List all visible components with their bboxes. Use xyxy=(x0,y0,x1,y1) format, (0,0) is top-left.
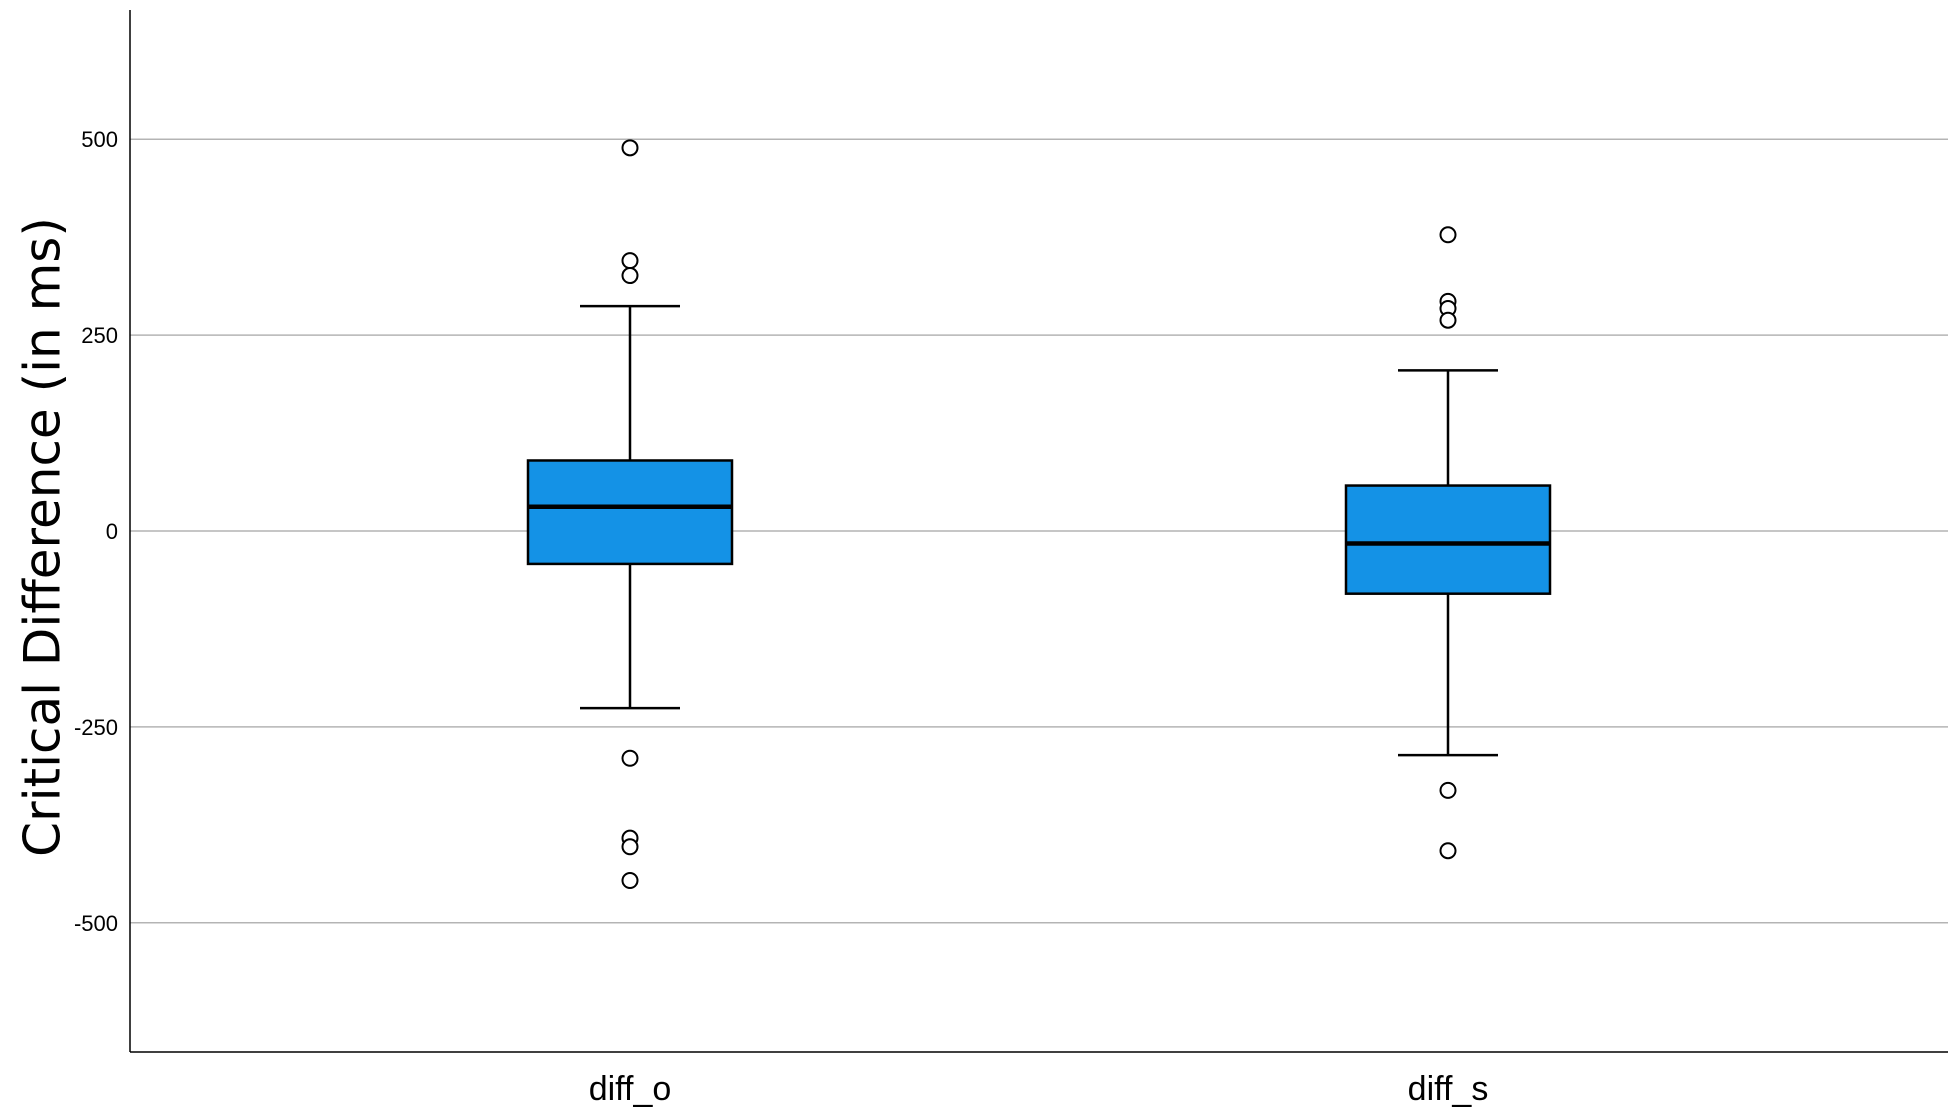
outlier-point xyxy=(621,838,639,856)
box-diff_s xyxy=(1344,226,1552,860)
y-tick-label: -500 xyxy=(74,911,118,936)
iqr-box xyxy=(526,459,734,566)
y-tick-label: -250 xyxy=(74,715,118,740)
outlier-point xyxy=(1439,311,1457,329)
box-diff_o xyxy=(526,139,734,889)
outlier-point xyxy=(621,267,639,285)
outlier-point xyxy=(621,871,639,889)
outlier-point xyxy=(1439,781,1457,799)
outlier-point xyxy=(1439,842,1457,860)
outlier-point xyxy=(621,749,639,767)
outlier-point xyxy=(1439,226,1457,244)
y-tick-label: 0 xyxy=(106,519,118,544)
y-axis-label: Critical Difference (in ms) xyxy=(14,217,72,857)
iqr-box xyxy=(1344,484,1552,595)
x-tick-labels: diff_o diff_s xyxy=(589,1070,1489,1108)
outlier-point xyxy=(621,252,639,270)
y-tick-label: 250 xyxy=(81,323,118,348)
outlier-point xyxy=(621,139,639,157)
x-tick-label: diff_s xyxy=(1408,1070,1489,1108)
y-tick-label: 500 xyxy=(81,127,118,152)
y-tick-labels: 500 250 0 -250 -500 xyxy=(74,127,118,936)
axes xyxy=(129,10,1948,1053)
box-series xyxy=(526,139,1552,889)
x-tick-label: diff_o xyxy=(589,1070,672,1108)
gridlines xyxy=(130,138,1948,924)
